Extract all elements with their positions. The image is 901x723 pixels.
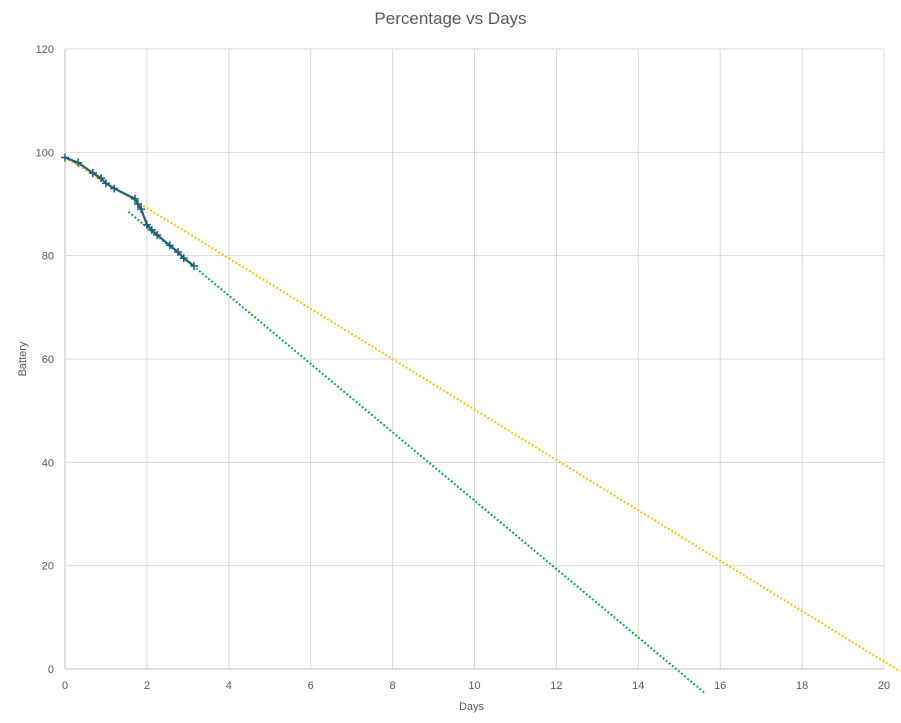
x-tick-label: 2 [144, 680, 150, 692]
data-point-marker [165, 241, 174, 250]
data-point-marker [179, 254, 188, 263]
x-axis-label: Days [459, 701, 485, 713]
data-point-marker [174, 248, 183, 257]
y-tick-label: 20 [42, 561, 54, 573]
data-point-marker [74, 158, 83, 167]
data-point-marker [110, 184, 119, 193]
y-tick-label: 100 [36, 147, 54, 159]
data-point-marker [189, 262, 198, 270]
y-tick-label: 40 [42, 457, 54, 469]
data-point-marker [97, 174, 106, 183]
battery-line [64, 156, 195, 267]
y-tick-label: 0 [48, 664, 54, 676]
x-tick-label: 6 [308, 680, 314, 692]
trendline [64, 156, 901, 673]
x-tick-label: 18 [796, 680, 808, 692]
y-tick-label: 80 [42, 251, 54, 263]
data-point-marker [133, 200, 142, 208]
data-point-marker [153, 231, 162, 239]
x-tick-label: 12 [550, 680, 562, 692]
data-point-marker [137, 205, 146, 214]
x-tick-label: 10 [468, 680, 480, 692]
data-point-marker [88, 169, 97, 177]
data-point-marker [142, 220, 151, 229]
x-tick-label: 0 [62, 680, 68, 692]
data-point-marker [61, 153, 69, 162]
data-point-marker [147, 225, 156, 234]
x-tick-label: 4 [226, 680, 232, 692]
x-tick-label: 20 [878, 680, 890, 692]
x-tick-label: 16 [714, 680, 726, 692]
trendline [127, 210, 707, 695]
chart-title: Percentage vs Days [374, 9, 527, 28]
data-point-marker [101, 179, 110, 188]
x-tick-label: 14 [632, 680, 644, 692]
y-tick-label: 60 [42, 354, 54, 366]
data-point-marker [131, 194, 140, 203]
y-axis-label: Battery [17, 341, 29, 376]
x-tick-label: 8 [390, 680, 396, 692]
y-tick-label: 120 [36, 44, 54, 56]
